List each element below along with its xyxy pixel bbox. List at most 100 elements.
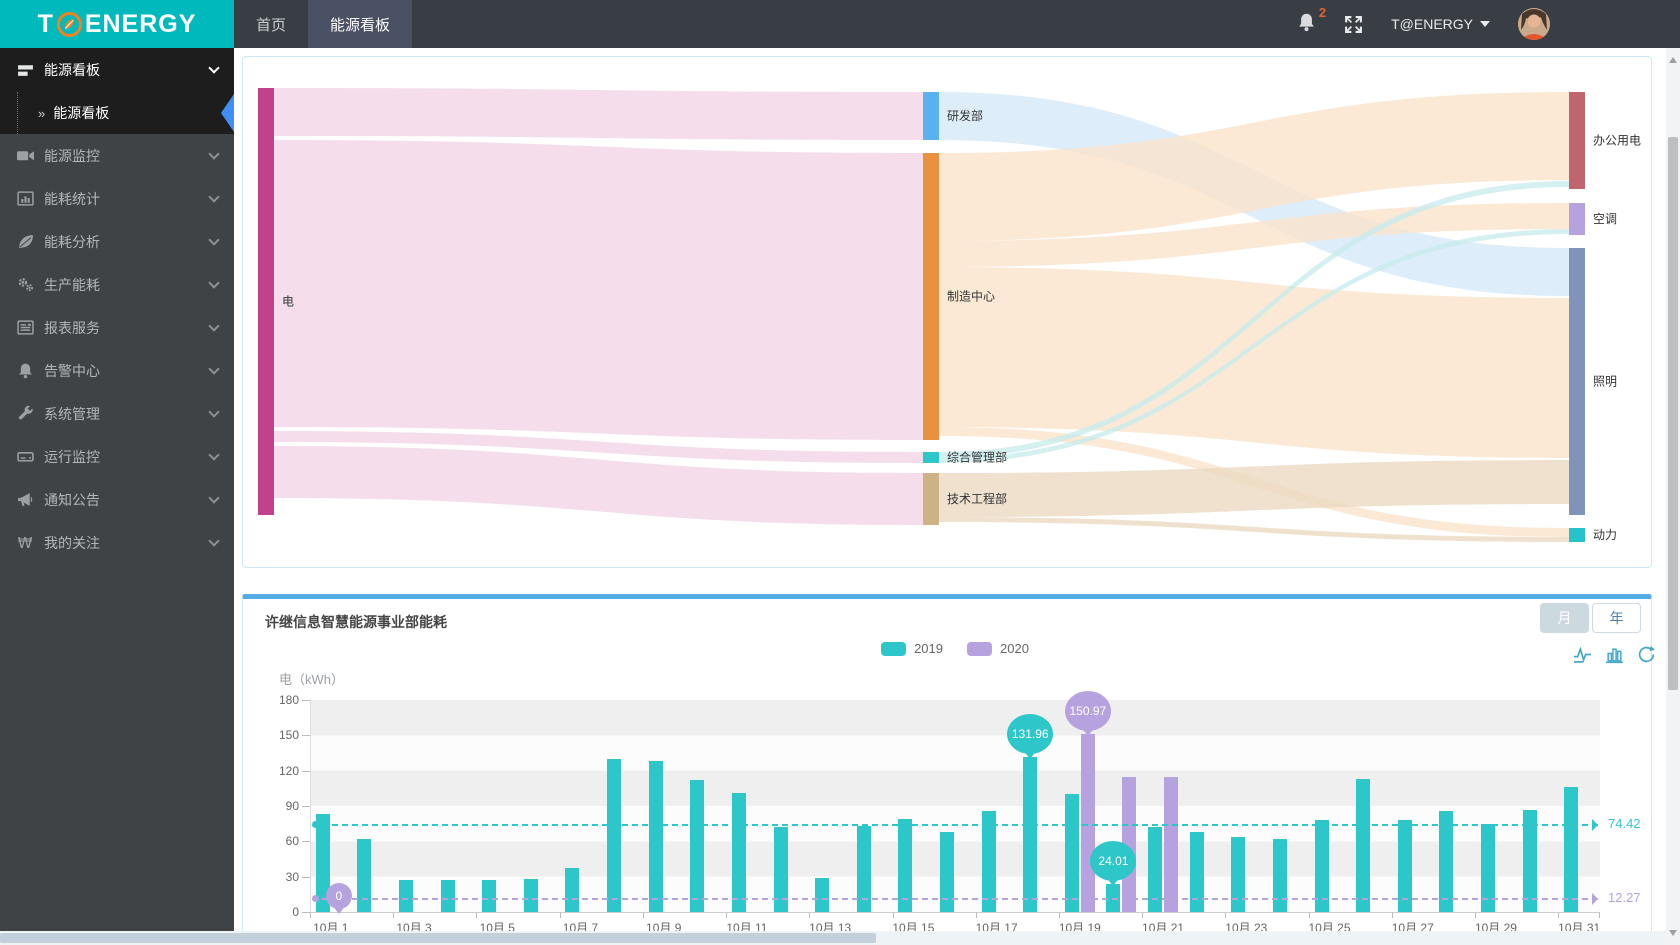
sidebar-item-8[interactable]: 运行监控 (0, 435, 234, 478)
sidebar-item-energy-board[interactable]: » 能源看板 (0, 92, 234, 134)
bar-2019-10月 17[interactable] (981, 810, 996, 912)
y-tick-label: 150 (278, 728, 299, 743)
sidebar-item-9[interactable]: 通知公告 (0, 478, 234, 521)
sidebar-item-1[interactable]: 能源监控 (0, 134, 234, 177)
legend-swatch (967, 641, 992, 656)
energy-chart-panel: 许继信息智慧能源事业部能耗 月 年 2019 2020 电（kWh） 0 30 60 9… (242, 594, 1655, 945)
drive-icon (16, 448, 34, 466)
tab-energy-board[interactable]: 能源看板 (308, 0, 413, 48)
legend-item-2020[interactable]: 2020 (967, 641, 1029, 656)
y-tick-label: 180 (278, 693, 299, 707)
bar-2020-10月 21[interactable] (1164, 777, 1179, 912)
bar-2019-10月 5[interactable] (482, 880, 497, 912)
brand-logo[interactable]: T ENERGY (0, 0, 234, 48)
sankey-node-空调[interactable] (1569, 203, 1585, 235)
sankey-node-制造中心[interactable] (923, 153, 939, 440)
y-tick-mark (302, 912, 310, 913)
fullscreen-icon[interactable] (1344, 15, 1363, 34)
bar-2019-10月 2[interactable] (357, 838, 372, 912)
vertical-scrollbar-thumb[interactable] (1668, 137, 1678, 690)
bar-2019-10月 4[interactable] (440, 880, 455, 912)
sankey-link-电-制造中心 (274, 140, 923, 440)
markpoint-label: 24.01 (1090, 840, 1137, 881)
wrench-icon (16, 405, 34, 423)
bar-2019-10月 21[interactable] (1148, 827, 1163, 912)
bar-2019-10月 24[interactable] (1272, 838, 1287, 912)
bar-2019-10月 19[interactable] (1064, 794, 1079, 912)
legend-item-2019[interactable]: 2019 (881, 641, 943, 656)
vertical-scrollbar[interactable] (1666, 48, 1680, 945)
sidebar-item-4[interactable]: 生产能耗 (0, 263, 234, 306)
sidebar-item-label: 系统管理 (44, 405, 100, 422)
sankey-node-照明[interactable] (1569, 248, 1585, 515)
sidebar-group-header[interactable]: 能源看板 (0, 48, 234, 92)
sankey-panel: 电 研发部 制造中心 综合管理部 技术工程部 办公用电 空调 照明 动力 (242, 56, 1652, 568)
sankey-node-办公用电[interactable] (1569, 92, 1585, 189)
bar-chart-icon[interactable] (1605, 645, 1624, 664)
bar-2019-10月 16[interactable] (940, 831, 954, 912)
scroll-down-arrow-icon[interactable] (1669, 930, 1677, 940)
chevron-down-icon (208, 190, 220, 203)
sankey-node-研发部[interactable] (923, 92, 939, 140)
bar-2019-10月 31[interactable] (1564, 787, 1579, 912)
chevron-down-icon (208, 405, 220, 418)
report-icon (16, 319, 34, 337)
sidebar-item-6[interactable]: 告警中心 (0, 349, 234, 392)
notification-bell-button[interactable]: 2 (1297, 5, 1326, 37)
sankey-link-制造中心-照明 (939, 267, 1569, 458)
chevron-down-icon (208, 448, 220, 461)
bar-2019-10月 15[interactable] (898, 818, 913, 912)
bar-2019-10月 27[interactable] (1397, 820, 1412, 912)
bar-2019-10月 1[interactable] (315, 814, 330, 912)
sankey-node-技术工程部[interactable] (923, 473, 939, 525)
bar-2019-10月 10[interactable] (690, 780, 705, 912)
bar-2019-10月 11[interactable] (731, 793, 746, 912)
bar-2019-10月 7[interactable] (565, 868, 580, 912)
refresh-icon[interactable] (1637, 645, 1656, 664)
month-button[interactable]: 月 (1540, 603, 1589, 633)
user-menu[interactable]: T@ENERGY (1391, 16, 1490, 32)
y-tick-mark (302, 806, 310, 807)
legend-label: 2019 (914, 641, 943, 656)
bar-2019-10月 12[interactable] (773, 827, 788, 912)
horizontal-scrollbar-thumb[interactable] (0, 933, 876, 943)
tab-home[interactable]: 首页 (256, 16, 287, 34)
bar-2019-10月 14[interactable] (856, 826, 871, 912)
bar-2019-10月 28[interactable] (1439, 810, 1454, 912)
sankey-node-综合管理部[interactable] (923, 452, 939, 463)
sankey-link-电-技术工程部 (274, 446, 923, 525)
bar-2019-10月 8[interactable] (607, 758, 622, 912)
chevron-down-icon (208, 147, 220, 160)
sidebar-item-7[interactable]: 系统管理 (0, 392, 234, 435)
sidebar-item-3[interactable]: 能耗分析 (0, 220, 234, 263)
bar-2019-10月 3[interactable] (399, 880, 414, 912)
bar-2019-10月 9[interactable] (648, 761, 663, 912)
bar-2019-10月 25[interactable] (1314, 820, 1329, 912)
scroll-up-arrow-icon[interactable] (1669, 53, 1677, 63)
bar-2019-10月 13[interactable] (815, 877, 830, 912)
x-tick-mark (393, 913, 395, 918)
sankey-node-动力[interactable] (1569, 528, 1585, 542)
markpoint-label: 131.96 (1007, 713, 1054, 754)
x-tick-mark (1059, 913, 1061, 918)
leaf-icon (16, 233, 34, 251)
bar-2019-10月 23[interactable] (1231, 836, 1246, 912)
bar-2019-10月 26[interactable] (1356, 778, 1371, 912)
sidebar-item-10[interactable]: ₩ 我的关注 (0, 521, 234, 564)
bar-2019-10月 6[interactable] (523, 879, 538, 912)
bar-2019-10月 29[interactable] (1480, 823, 1495, 912)
sankey-node-电[interactable] (258, 88, 274, 515)
bar-2019-10月 30[interactable] (1522, 809, 1537, 912)
bar-2019-10月 22[interactable] (1189, 831, 1204, 912)
line-chart-icon[interactable] (1573, 645, 1592, 664)
bar-2019-10月 18[interactable] (1023, 756, 1038, 912)
sidebar-item-2[interactable]: 能耗统计 (0, 177, 234, 220)
avatar[interactable] (1518, 8, 1550, 40)
year-button[interactable]: 年 (1592, 603, 1641, 633)
horizontal-scrollbar[interactable] (0, 931, 1666, 945)
sankey-node-label: 照明 (1593, 375, 1617, 389)
sidebar-item-5[interactable]: 报表服务 (0, 306, 234, 349)
x-axis-line (310, 912, 1600, 913)
bell-icon (1299, 13, 1314, 31)
bar-2020-10月 20[interactable] (1122, 776, 1137, 912)
